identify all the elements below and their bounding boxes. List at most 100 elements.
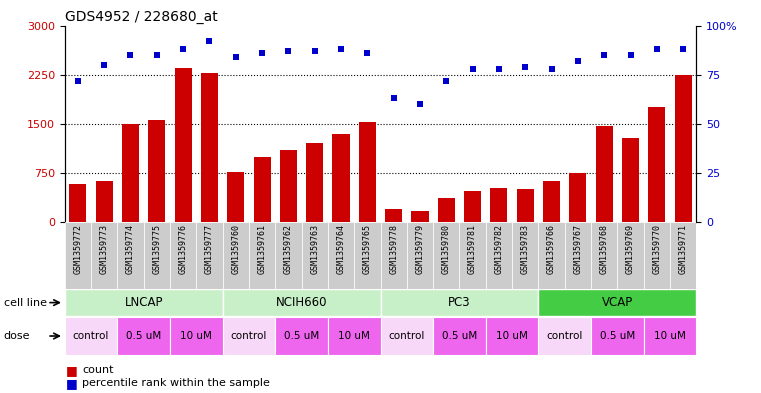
- Bar: [674, 75, 692, 222]
- Text: ■: ■: [66, 364, 78, 377]
- Bar: [91, 222, 117, 289]
- Text: GSM1359766: GSM1359766: [547, 224, 556, 274]
- Point: [124, 52, 136, 58]
- Bar: [170, 222, 196, 289]
- Bar: [539, 289, 696, 316]
- Bar: [412, 211, 428, 222]
- Text: count: count: [82, 365, 113, 375]
- Bar: [170, 317, 223, 355]
- Point: [387, 95, 400, 101]
- Bar: [486, 317, 539, 355]
- Text: GSM1359771: GSM1359771: [679, 224, 688, 274]
- Bar: [517, 189, 533, 222]
- Point: [230, 54, 242, 60]
- Text: GSM1359773: GSM1359773: [100, 224, 109, 274]
- Bar: [670, 222, 696, 289]
- Text: dose: dose: [4, 331, 30, 341]
- Bar: [354, 222, 380, 289]
- Point: [151, 52, 163, 58]
- Bar: [596, 127, 613, 222]
- Bar: [223, 317, 275, 355]
- Bar: [380, 222, 407, 289]
- Text: GSM1359761: GSM1359761: [257, 224, 266, 274]
- Bar: [280, 150, 297, 222]
- Point: [493, 66, 505, 72]
- Text: GSM1359775: GSM1359775: [152, 224, 161, 274]
- Text: 0.5 uM: 0.5 uM: [442, 331, 477, 341]
- Bar: [174, 68, 192, 222]
- Bar: [275, 317, 328, 355]
- Bar: [464, 191, 481, 222]
- Bar: [253, 156, 271, 222]
- Text: control: control: [546, 331, 583, 341]
- Text: GSM1359777: GSM1359777: [205, 224, 214, 274]
- Bar: [380, 289, 539, 316]
- Bar: [306, 143, 323, 222]
- Bar: [512, 222, 539, 289]
- Bar: [460, 222, 486, 289]
- Bar: [328, 317, 380, 355]
- Text: cell line: cell line: [4, 298, 47, 308]
- Text: LNCAP: LNCAP: [124, 296, 163, 309]
- Point: [651, 46, 663, 52]
- Text: GSM1359781: GSM1359781: [468, 224, 477, 274]
- Bar: [648, 107, 665, 222]
- Text: GSM1359768: GSM1359768: [600, 224, 609, 274]
- Text: GSM1359783: GSM1359783: [521, 224, 530, 274]
- Bar: [591, 222, 617, 289]
- Point: [98, 62, 110, 68]
- Point: [519, 64, 531, 70]
- Bar: [617, 222, 644, 289]
- Text: control: control: [73, 331, 109, 341]
- Bar: [122, 124, 139, 222]
- Bar: [65, 289, 223, 316]
- Point: [203, 38, 215, 44]
- Bar: [328, 222, 354, 289]
- Text: 10 uM: 10 uM: [654, 331, 686, 341]
- Bar: [539, 222, 565, 289]
- Bar: [69, 184, 87, 222]
- Point: [546, 66, 558, 72]
- Point: [72, 77, 84, 84]
- Bar: [565, 222, 591, 289]
- Bar: [201, 73, 218, 222]
- Bar: [196, 222, 222, 289]
- Text: ■: ■: [66, 376, 78, 390]
- Bar: [65, 222, 91, 289]
- Point: [309, 48, 321, 54]
- Bar: [65, 317, 117, 355]
- Bar: [228, 172, 244, 222]
- Bar: [223, 289, 380, 316]
- Text: GSM1359769: GSM1359769: [626, 224, 635, 274]
- Text: GSM1359778: GSM1359778: [389, 224, 398, 274]
- Text: GSM1359779: GSM1359779: [416, 224, 425, 274]
- Point: [677, 46, 689, 52]
- Bar: [438, 198, 455, 222]
- Text: GSM1359765: GSM1359765: [363, 224, 372, 274]
- Bar: [144, 222, 170, 289]
- Text: 10 uM: 10 uM: [496, 331, 528, 341]
- Text: 0.5 uM: 0.5 uM: [600, 331, 635, 341]
- Text: GSM1359776: GSM1359776: [179, 224, 188, 274]
- Bar: [275, 222, 301, 289]
- Text: GSM1359780: GSM1359780: [442, 224, 451, 274]
- Point: [414, 101, 426, 107]
- Bar: [622, 138, 639, 222]
- Text: 10 uM: 10 uM: [338, 331, 370, 341]
- Point: [440, 77, 452, 84]
- Text: NCIH660: NCIH660: [275, 296, 327, 309]
- Bar: [96, 182, 113, 222]
- Point: [256, 50, 268, 56]
- Text: GSM1359763: GSM1359763: [310, 224, 319, 274]
- Bar: [301, 222, 328, 289]
- Bar: [407, 222, 433, 289]
- Text: 0.5 uM: 0.5 uM: [284, 331, 319, 341]
- Bar: [380, 317, 433, 355]
- Bar: [433, 317, 486, 355]
- Text: GSM1359782: GSM1359782: [495, 224, 504, 274]
- Point: [625, 52, 637, 58]
- Text: GSM1359762: GSM1359762: [284, 224, 293, 274]
- Bar: [148, 120, 165, 222]
- Bar: [385, 209, 403, 222]
- Text: GSM1359767: GSM1359767: [573, 224, 582, 274]
